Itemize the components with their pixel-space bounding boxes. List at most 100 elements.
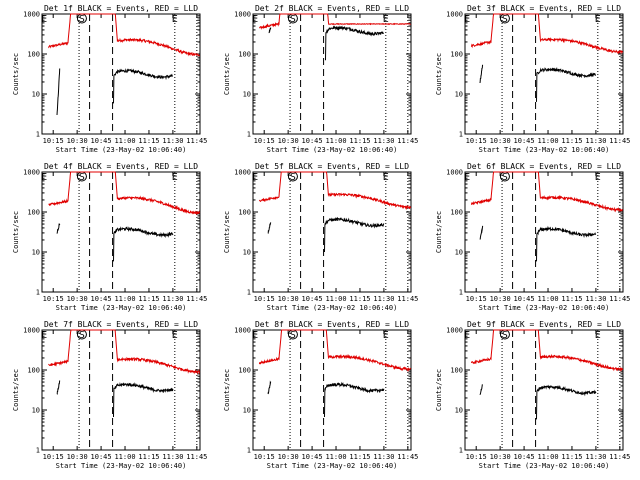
x-axis-label: Start Time (23-May-02 10:06:40) bbox=[267, 304, 398, 312]
y-tick-label: 1 bbox=[459, 131, 463, 139]
x-tick-label: 11:30 bbox=[373, 137, 394, 145]
y-tick-label: 10 bbox=[32, 249, 40, 257]
plot-frame bbox=[252, 329, 412, 451]
x-tick-label: 10:15 bbox=[43, 453, 64, 461]
x-tick-label: 11:30 bbox=[585, 453, 606, 461]
y-tick-label: 1 bbox=[36, 131, 40, 139]
x-tick-label: 11:15 bbox=[138, 453, 159, 461]
x-tick-label: 11:45 bbox=[186, 295, 207, 303]
panel-3: Det 3f BLACK = Events, RED = LLD 10:15 10:… bbox=[435, 4, 630, 154]
events-series-post bbox=[113, 382, 174, 418]
y-tick-label: 100 bbox=[450, 367, 463, 375]
y-tick-label: 100 bbox=[27, 367, 40, 375]
x-tick-label: 11:00 bbox=[537, 453, 558, 461]
end-marker: E bbox=[464, 172, 470, 183]
x-tick-label: 11:45 bbox=[609, 137, 630, 145]
x-tick-label: 10:30 bbox=[490, 295, 511, 303]
events-series-post bbox=[324, 216, 385, 253]
end-marker: E bbox=[252, 172, 258, 183]
lld-series-line bbox=[47, 13, 200, 57]
lld-series-line bbox=[470, 329, 624, 372]
x-tick-label: 11:45 bbox=[186, 453, 207, 461]
x-tick-label: 10:45 bbox=[91, 137, 112, 145]
y-axis-label: Counts/sec bbox=[12, 211, 20, 253]
x-tick-label: 11:45 bbox=[609, 295, 630, 303]
end-marker: E bbox=[41, 172, 47, 183]
x-tick-label: 11:45 bbox=[397, 295, 418, 303]
y-tick-label: 1 bbox=[36, 447, 40, 455]
x-axis-label: Start Time (23-May-02 10:06:40) bbox=[479, 304, 610, 312]
x-tick-label: 11:30 bbox=[585, 295, 606, 303]
end-marker: E bbox=[252, 14, 258, 25]
x-tick-label: 10:15 bbox=[43, 295, 64, 303]
start-marker: S bbox=[290, 172, 296, 183]
x-tick-label: 10:30 bbox=[490, 137, 511, 145]
y-axis-label: Counts/sec bbox=[435, 211, 443, 253]
start-marker: S bbox=[79, 172, 85, 183]
x-tick-label: 11:45 bbox=[397, 137, 418, 145]
y-tick-label: 1000 bbox=[23, 327, 40, 335]
end-marker: E bbox=[383, 330, 389, 341]
x-tick-label: 11:15 bbox=[349, 453, 370, 461]
x-tick-label: 10:45 bbox=[514, 295, 535, 303]
lld-series-line bbox=[470, 13, 624, 55]
panel-5: Det 5f BLACK = Events, RED = LLD 10:15 10:… bbox=[223, 162, 418, 312]
events-series-post bbox=[536, 225, 596, 262]
x-tick-label: 10:15 bbox=[466, 453, 487, 461]
y-tick-label: 10 bbox=[455, 91, 463, 99]
events-series-post bbox=[113, 226, 174, 262]
end-marker: E bbox=[595, 14, 601, 25]
start-marker: S bbox=[79, 14, 85, 25]
plot-frame bbox=[464, 171, 624, 293]
y-tick-label: 1000 bbox=[446, 327, 463, 335]
end-marker: E bbox=[595, 330, 601, 341]
y-tick-label: 100 bbox=[238, 367, 251, 375]
events-series-pre bbox=[479, 225, 484, 240]
start-marker: S bbox=[502, 14, 508, 25]
events-series-post bbox=[536, 384, 597, 420]
start-marker: S bbox=[290, 330, 296, 341]
panel-title: Det 9f BLACK = Events, RED = LLD bbox=[467, 320, 621, 329]
x-tick-label: 10:30 bbox=[67, 453, 88, 461]
y-tick-label: 1 bbox=[247, 131, 251, 139]
start-marker: S bbox=[290, 14, 296, 25]
x-tick-label: 10:15 bbox=[254, 295, 275, 303]
y-tick-label: 10 bbox=[32, 91, 40, 99]
y-tick-label: 1000 bbox=[234, 327, 251, 335]
lld-series-line bbox=[258, 171, 412, 211]
panel-title: Det 5f BLACK = Events, RED = LLD bbox=[255, 162, 409, 171]
x-tick-label: 11:00 bbox=[537, 295, 558, 303]
y-axis-label: Counts/sec bbox=[223, 211, 231, 253]
x-tick-label: 11:45 bbox=[186, 137, 207, 145]
x-tick-label: 10:45 bbox=[302, 295, 323, 303]
plot-frame bbox=[41, 329, 201, 451]
x-tick-label: 11:15 bbox=[561, 453, 582, 461]
x-tick-label: 10:15 bbox=[466, 137, 487, 145]
plot-frame bbox=[41, 13, 201, 135]
events-series-post bbox=[324, 381, 385, 418]
start-marker: S bbox=[502, 172, 508, 183]
x-tick-label: 11:30 bbox=[162, 295, 183, 303]
x-tick-label: 11:15 bbox=[138, 295, 159, 303]
panel-title: Det 3f BLACK = Events, RED = LLD bbox=[467, 4, 621, 13]
x-tick-label: 10:15 bbox=[43, 137, 64, 145]
events-series-pre bbox=[56, 68, 61, 116]
y-tick-label: 1000 bbox=[446, 169, 463, 177]
plot-frame bbox=[41, 171, 201, 293]
x-axis-label: Start Time (23-May-02 10:06:40) bbox=[479, 146, 610, 154]
plot-frame bbox=[252, 13, 412, 135]
x-tick-label: 10:15 bbox=[254, 453, 275, 461]
y-tick-label: 10 bbox=[455, 407, 463, 415]
x-axis-label: Start Time (23-May-02 10:06:40) bbox=[479, 462, 610, 470]
y-tick-label: 1 bbox=[459, 289, 463, 297]
y-tick-label: 1000 bbox=[234, 169, 251, 177]
x-tick-label: 11:45 bbox=[397, 453, 418, 461]
y-tick-label: 1 bbox=[36, 289, 40, 297]
panel-title: Det 6f BLACK = Events, RED = LLD bbox=[467, 162, 621, 171]
x-tick-label: 10:15 bbox=[254, 137, 275, 145]
